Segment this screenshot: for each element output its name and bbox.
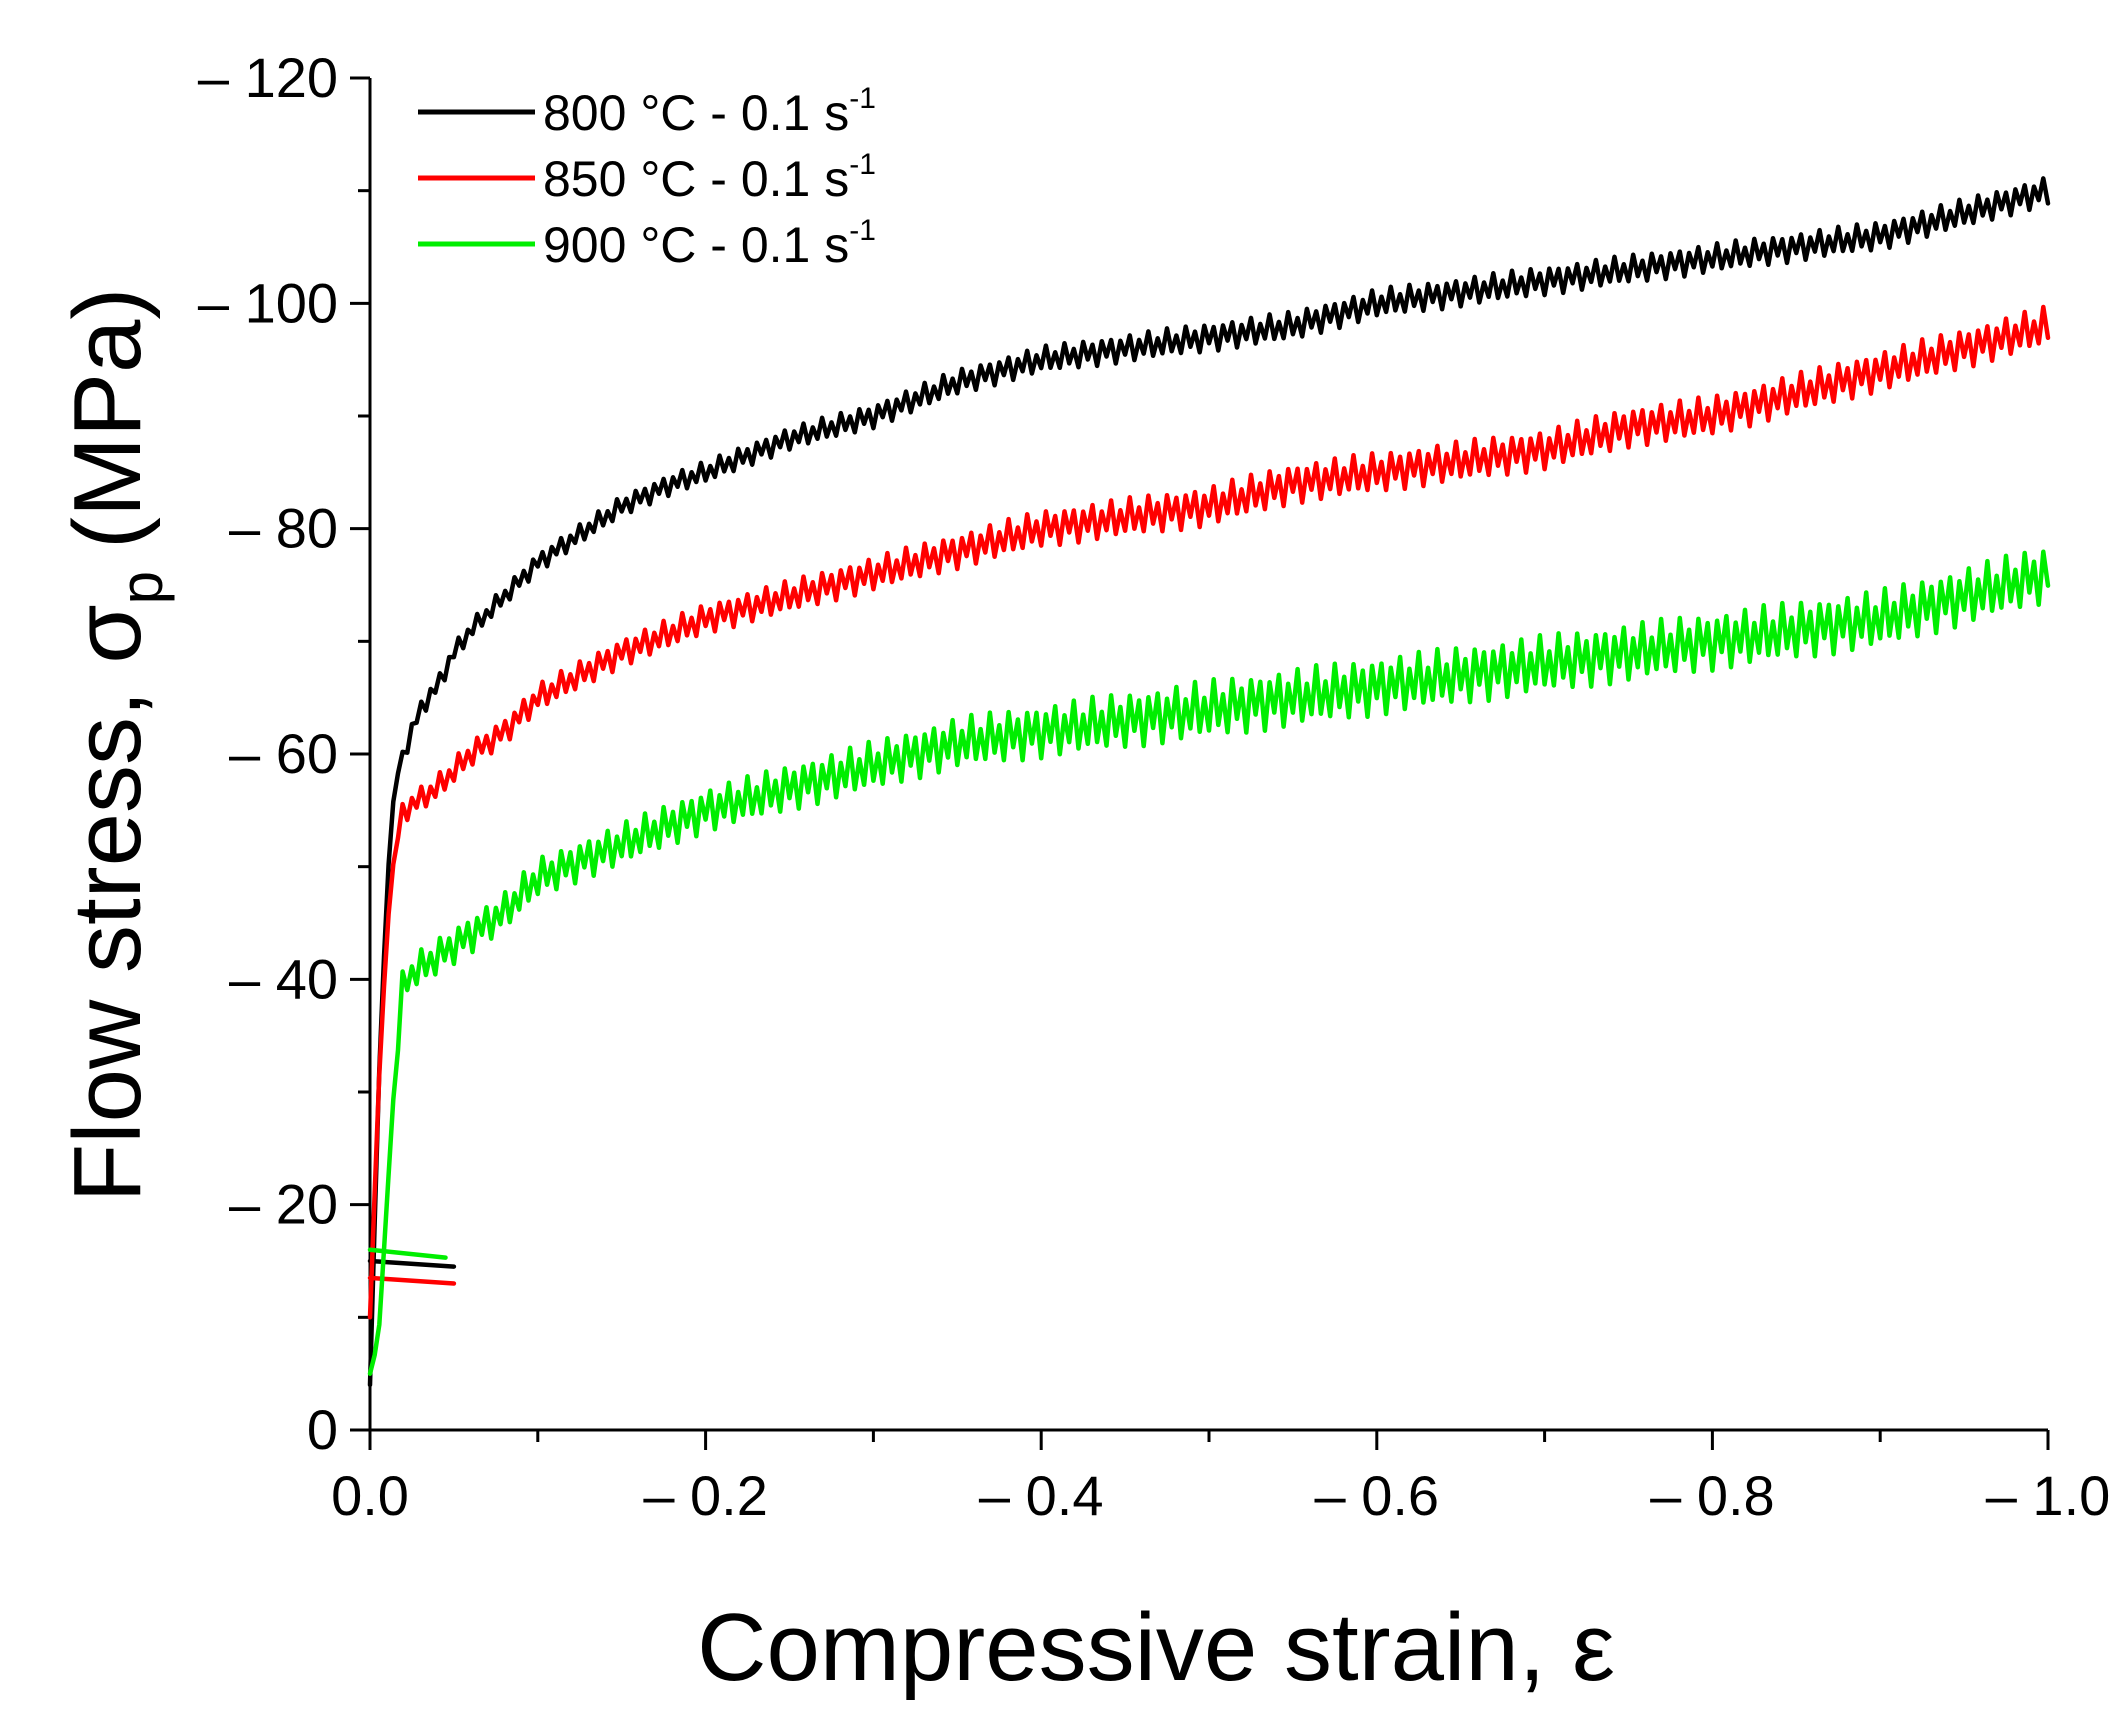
axes: 0.0 – 0.2 – 0.4 – 0.6 – 0.8 – 1.0 0 – 20 – 40 – 6… xyxy=(198,46,2110,1527)
series-lines xyxy=(367,176,2051,1388)
x-tick-label: 0.0 xyxy=(331,1464,409,1527)
y-tick-label: – 60 xyxy=(229,722,338,785)
x-axis-title: Compressive strain, ε xyxy=(697,1594,1615,1701)
y-tick-label: 0 xyxy=(307,1398,338,1461)
y-axis-title-unit: (MPa) xyxy=(54,288,161,549)
legend-entry-exponent: -1 xyxy=(849,214,876,247)
series-line-1 xyxy=(367,176,2051,1388)
y-tick-label: – 40 xyxy=(229,947,338,1010)
x-tick-label: – 0.8 xyxy=(1650,1464,1775,1527)
legend-entry-exponent: -1 xyxy=(849,148,876,181)
x-tick-label: – 0.6 xyxy=(1315,1464,1440,1527)
y-tick-label: – 80 xyxy=(229,497,338,560)
series-line-3 xyxy=(367,549,2051,1376)
y-tick-label: – 20 xyxy=(229,1173,338,1236)
x-tick-label: – 1.0 xyxy=(1986,1464,2110,1527)
legend-entry-label: 900 °C - 0.1 s-1 xyxy=(543,214,876,273)
x-tick-label: – 0.2 xyxy=(643,1464,768,1527)
y-tick-label: – 100 xyxy=(198,271,338,334)
y-axis-title-main: Flow stress, σ xyxy=(54,604,161,1202)
legend-entry-label: 850 °C - 0.1 s-1 xyxy=(543,148,876,207)
legend-entry-label: 800 °C - 0.1 s-1 xyxy=(543,82,876,141)
legend-entry-exponent: -1 xyxy=(849,82,876,115)
legend: 800 °C - 0.1 s-1 850 °C - 0.1 s-1 900 °C -… xyxy=(418,82,876,273)
series-line-2 xyxy=(367,304,2051,1320)
y-tick-label: – 120 xyxy=(198,46,338,109)
y-axis-title-subscript: p xyxy=(108,571,175,604)
y-axis-title: Flow stress, σp (MPa) xyxy=(54,288,175,1203)
series-initial-segment-3 xyxy=(367,1247,448,1260)
x-tick-label: – 0.4 xyxy=(979,1464,1104,1527)
